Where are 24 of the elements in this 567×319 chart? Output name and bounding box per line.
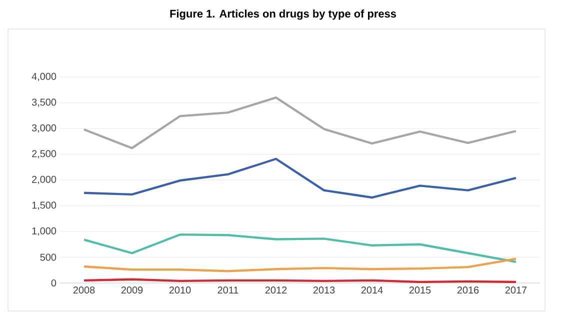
y-tick-label: 0	[51, 279, 56, 287]
y-tick-label: 4,000	[32, 72, 56, 82]
y-tick-label: 1,500	[32, 202, 56, 210]
y-tick-label: 1,000	[32, 227, 56, 236]
x-tick-label: 2014	[361, 286, 383, 294]
x-tick-label: 2013	[313, 286, 335, 294]
x-tick-label: 2017	[505, 286, 527, 294]
x-tick-label: 2015	[409, 286, 431, 294]
x-tick-label: 2010	[169, 286, 191, 294]
x-tick-label: 2008	[73, 286, 95, 294]
y-tick-label: 2,500	[32, 150, 56, 158]
line-series	[82, 158, 518, 199]
line-series	[82, 96, 518, 150]
x-tick-label: 2016	[457, 286, 479, 294]
y-tick-label: 3,000	[32, 124, 56, 133]
x-tick-label: 2009	[121, 286, 143, 294]
line-series	[82, 233, 518, 263]
y-tick-label: 3,500	[32, 98, 56, 107]
x-tick-label: 2011	[218, 286, 238, 294]
y-tick-label: 500	[40, 254, 56, 261]
line-series	[82, 258, 518, 272]
chart-title: Figure 1. Articles on drugs by type of press	[170, 10, 396, 20]
x-tick-label: 2012	[265, 286, 287, 294]
y-tick-label: 2,000	[32, 176, 56, 184]
